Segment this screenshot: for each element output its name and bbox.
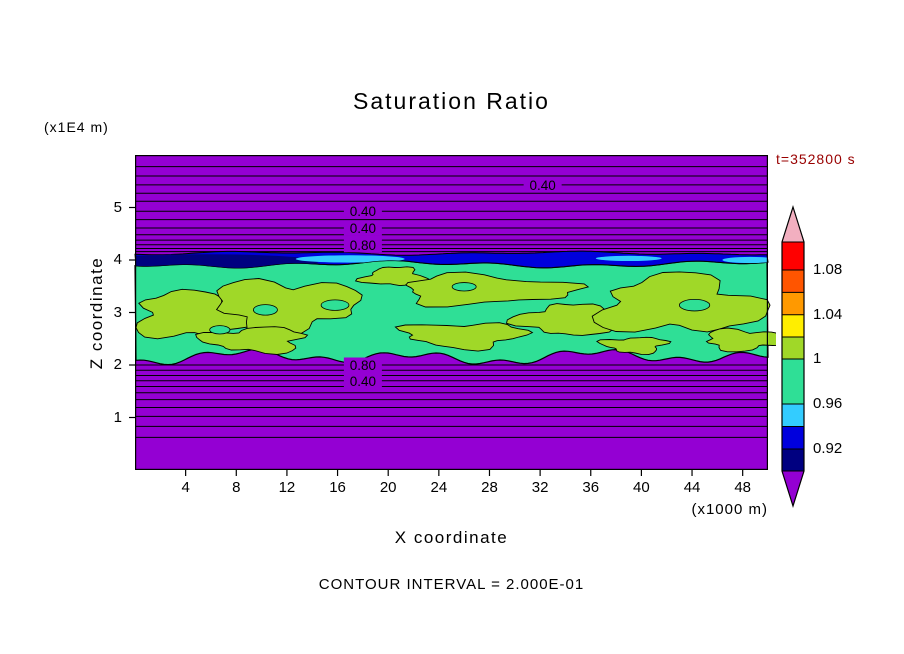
x-tick-label: 16 [329, 479, 346, 496]
x-axis-label: X coordinate [394, 528, 509, 547]
x-tick-label: 24 [430, 479, 448, 496]
x-tick-label: 28 [481, 479, 498, 496]
colorbar-tick-label: 1 [813, 350, 822, 367]
contour-interval-label: CONTOUR INTERVAL = 2.000E-01 [318, 576, 585, 593]
svg-text:0.40: 0.40 [530, 178, 556, 193]
svg-text:0.80: 0.80 [350, 358, 376, 373]
colorbar [781, 204, 805, 509]
x-tick-label: 20 [379, 479, 397, 496]
y-tick-label: 4 [113, 251, 122, 268]
svg-text:0.40: 0.40 [350, 204, 376, 219]
x-tick-label: 44 [683, 479, 701, 496]
y-tick-label: 3 [113, 303, 122, 321]
x-tick-label: 48 [734, 479, 752, 496]
timestamp-label: t=352800 s [776, 151, 856, 167]
colorbar-tick-label: 0.96 [813, 395, 843, 412]
svg-text:0.40: 0.40 [350, 221, 376, 236]
colorbar-tick-label: 1.04 [813, 305, 843, 323]
y-tick-label: 1 [113, 408, 122, 426]
x-tick-label: 8 [232, 479, 241, 496]
x-axis-units-label: (x1000 m) [691, 501, 768, 518]
contour-plot-canvas: 0.400.400.400.800.800.40 [129, 155, 776, 476]
y-tick-label: 5 [113, 198, 122, 216]
x-tick-label: 12 [278, 479, 296, 496]
x-tick-label: 32 [531, 479, 549, 496]
x-tick-label: 40 [633, 479, 650, 496]
colorbar-tick-label: 1.08 [813, 261, 843, 278]
svg-text:0.80: 0.80 [350, 238, 376, 253]
y-axis-units-label: (x1E4 m) [44, 119, 109, 135]
y-tick-label: 2 [113, 356, 122, 373]
x-tick-label: 4 [181, 479, 190, 496]
chart-title: Saturation Ratio [353, 88, 550, 114]
svg-text:0.40: 0.40 [350, 374, 376, 389]
x-tick-label: 36 [582, 479, 600, 496]
colorbar-tick-label: 0.92 [813, 440, 843, 457]
